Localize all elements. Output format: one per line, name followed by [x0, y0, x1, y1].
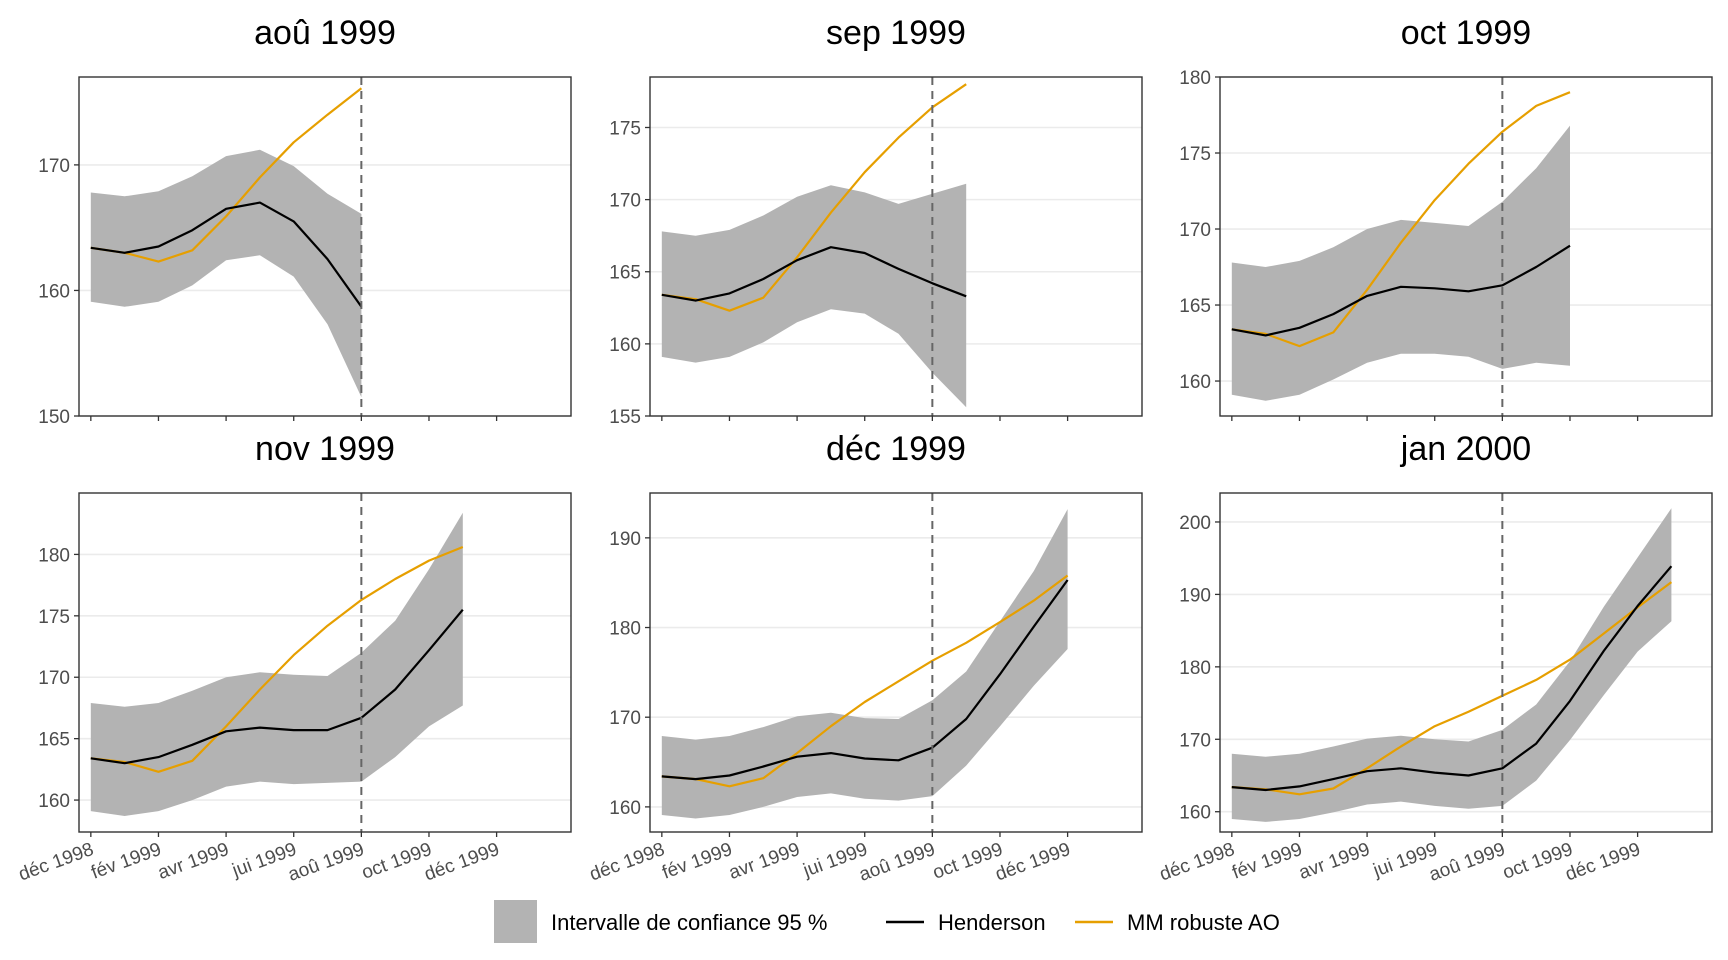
- panel-border: [649, 76, 1143, 417]
- panel-title: déc 1999: [826, 430, 966, 468]
- panel-title: oct 1999: [1401, 14, 1531, 52]
- series-line-henderson: [1231, 244, 1571, 337]
- x-tick-label: aoû 1999: [1426, 839, 1508, 886]
- confidence-band: [661, 183, 967, 408]
- x-tick-label: déc 1998: [16, 839, 97, 885]
- x-tick-label: aoû 1999: [285, 839, 367, 886]
- panel-title: nov 1999: [255, 430, 395, 468]
- y-tick-label: 170: [1179, 730, 1211, 751]
- panel-border: [78, 76, 572, 417]
- series-line-robust: [90, 87, 363, 263]
- legend-label: Intervalle de confiance 95 %: [551, 910, 827, 935]
- series-line-henderson: [661, 579, 1069, 781]
- y-tick-label: 180: [38, 545, 70, 566]
- x-tick-label: oct 1999: [1500, 839, 1576, 884]
- y-tick-label: 190: [1179, 585, 1211, 606]
- y-tick-label: 175: [609, 118, 641, 139]
- y-tick-label: 170: [38, 156, 70, 177]
- y-tick-label: 160: [38, 281, 70, 302]
- y-tick-label: 170: [38, 668, 70, 689]
- y-tick-label: 180: [1179, 658, 1211, 679]
- x-tick-label: avr 1999: [726, 839, 803, 884]
- y-tick-label: 170: [609, 191, 641, 212]
- y-tick-label: 165: [38, 730, 70, 751]
- series-line-henderson: [90, 608, 464, 765]
- x-tick-label: déc 1998: [587, 839, 668, 885]
- x-tick-label: déc 1999: [1563, 839, 1644, 885]
- series-line-henderson: [661, 246, 967, 302]
- legend-item-robust: MM robuste AO: [1075, 910, 1280, 935]
- series-line-robust: [90, 545, 464, 773]
- legend-swatch: [494, 900, 537, 943]
- panel-3: oct 1999 160 165 170 175 180: [1179, 14, 1713, 421]
- confidence-band: [1231, 508, 1672, 822]
- legend: Intervalle de confiance 95 % Henderson MM …: [494, 900, 1280, 943]
- series-line-robust: [661, 574, 1069, 788]
- x-tick-label: aoû 1999: [856, 839, 938, 886]
- y-tick-label: 160: [1179, 803, 1211, 824]
- y-tick-label: 170: [609, 708, 641, 729]
- x-tick-label: fév 1999: [659, 839, 735, 884]
- x-tick-label: déc 1998: [1157, 839, 1238, 885]
- x-tick-label: oct 1999: [930, 839, 1006, 884]
- y-tick-label: 155: [609, 407, 641, 428]
- x-tick-label: oct 1999: [359, 839, 435, 884]
- panel-border: [649, 492, 1143, 833]
- series-line-robust: [1231, 581, 1673, 796]
- y-tick-label: 160: [1179, 372, 1211, 393]
- x-tick-label: fév 1999: [88, 839, 164, 884]
- y-tick-label: 180: [1179, 68, 1211, 89]
- confidence-band: [661, 509, 1068, 819]
- panel-border: [78, 492, 572, 833]
- y-tick-label: 165: [609, 263, 641, 284]
- confidence-band: [90, 149, 362, 398]
- series-line-henderson: [1231, 565, 1673, 792]
- legend-item-henderson: Henderson: [886, 910, 1046, 935]
- panel-1: aoû 1999 150 160 170: [38, 14, 572, 428]
- legend-label: Henderson: [938, 910, 1046, 935]
- y-tick-label: 180: [609, 619, 641, 640]
- panel-title: jan 2000: [1400, 430, 1531, 468]
- legend-label: MM robuste AO: [1127, 910, 1280, 935]
- x-tick-label: déc 1999: [993, 839, 1074, 885]
- series-line-robust: [1231, 91, 1571, 348]
- x-tick-label: avr 1999: [155, 839, 232, 884]
- confidence-band: [90, 512, 463, 816]
- panel-border: [1219, 76, 1713, 417]
- y-tick-label: 200: [1179, 513, 1211, 534]
- panel-2: sep 1999 155 160 165 170 175: [609, 14, 1143, 428]
- x-tick-label: avr 1999: [1296, 839, 1373, 884]
- legend-item-band: Intervalle de confiance 95 %: [494, 900, 827, 943]
- y-tick-label: 175: [1179, 144, 1211, 165]
- y-tick-label: 160: [38, 791, 70, 812]
- y-tick-label: 190: [609, 529, 641, 550]
- y-tick-label: 160: [609, 798, 641, 819]
- y-tick-label: 165: [1179, 296, 1211, 317]
- y-tick-label: 175: [38, 607, 70, 628]
- panel-title: aoû 1999: [254, 14, 396, 52]
- series-line-henderson: [90, 201, 363, 308]
- series-line-robust: [661, 83, 967, 312]
- panel-border: [1219, 492, 1713, 833]
- x-tick-label: déc 1999: [422, 839, 503, 885]
- x-tick-label: fév 1999: [1229, 839, 1305, 884]
- y-tick-label: 170: [1179, 220, 1211, 241]
- y-tick-label: 150: [38, 407, 70, 428]
- y-tick-label: 160: [609, 335, 641, 356]
- panel-title: sep 1999: [826, 14, 966, 52]
- confidence-band: [1231, 125, 1570, 401]
